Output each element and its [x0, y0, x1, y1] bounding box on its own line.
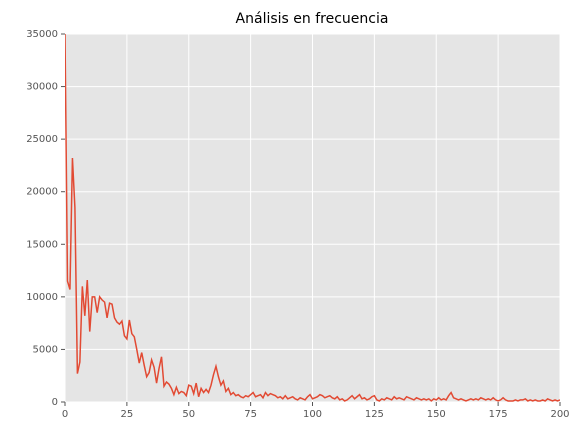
x-tick-label: 100: [303, 409, 322, 420]
y-tick-label: 30000: [26, 82, 58, 93]
y-tick-label: 35000: [26, 29, 58, 40]
x-tick-label: 75: [244, 409, 257, 420]
x-tick-label: 125: [365, 409, 384, 420]
x-tick-label: 50: [182, 409, 195, 420]
x-tick-label: 175: [489, 409, 508, 420]
y-tick-label: 0: [52, 397, 58, 408]
y-tick-label: 25000: [26, 134, 58, 145]
chart-title: Análisis en frecuencia: [236, 11, 389, 27]
x-tick-label: 25: [121, 409, 134, 420]
y-tick-label: 20000: [26, 187, 58, 198]
y-tick-label: 10000: [26, 292, 58, 303]
x-tick-label: 200: [550, 409, 569, 420]
line: [65, 34, 560, 402]
x-tick-label: 150: [427, 409, 446, 420]
y-tick-label: 5000: [33, 344, 58, 355]
x-tick-label: 0: [62, 409, 68, 420]
y-tick-label: 15000: [26, 239, 58, 250]
